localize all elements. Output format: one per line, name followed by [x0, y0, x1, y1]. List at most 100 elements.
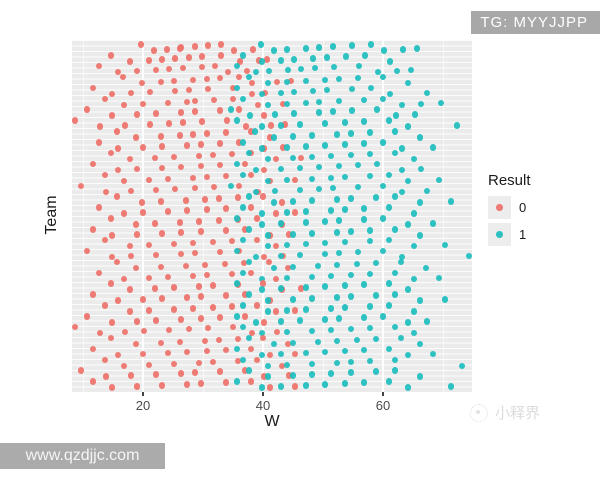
- data-point: [290, 88, 298, 96]
- data-point: [283, 100, 291, 108]
- data-point: [279, 144, 287, 151]
- data-point: [277, 383, 285, 390]
- data-point: [283, 361, 291, 368]
- data-point: [360, 314, 368, 321]
- data-point: [165, 326, 173, 334]
- legend-label: 0: [519, 200, 527, 215]
- data-point: [410, 275, 418, 283]
- data-point: [360, 216, 368, 223]
- data-point: [341, 238, 349, 246]
- data-point: [182, 262, 190, 270]
- data-point: [145, 307, 153, 314]
- data-point: [410, 308, 418, 315]
- data-point: [315, 44, 323, 51]
- data-point: [209, 282, 217, 289]
- data-point: [347, 151, 355, 159]
- data-point: [114, 297, 122, 304]
- data-point: [398, 188, 406, 196]
- data-point: [191, 108, 199, 115]
- data-point: [291, 383, 299, 390]
- data-point: [279, 100, 287, 108]
- data-point: [151, 154, 159, 162]
- data-point: [308, 360, 316, 367]
- data-point: [183, 294, 191, 301]
- data-point: [347, 228, 355, 235]
- data-point: [239, 204, 247, 211]
- data-point: [126, 155, 134, 163]
- data-point: [113, 193, 121, 200]
- data-point: [360, 346, 368, 354]
- data-point: [335, 75, 343, 83]
- data-point: [315, 98, 323, 106]
- data-point: [145, 241, 153, 249]
- data-point: [296, 164, 304, 172]
- data-point: [96, 329, 104, 337]
- data-point: [283, 274, 291, 282]
- data-point: [327, 272, 335, 280]
- data-point: [385, 302, 393, 309]
- data-point: [189, 174, 197, 182]
- data-point: [191, 369, 199, 376]
- data-point: [152, 317, 160, 324]
- data-point: [330, 63, 338, 71]
- data-point: [385, 236, 393, 244]
- data-point: [393, 67, 401, 75]
- data-point: [177, 370, 185, 377]
- data-point: [264, 373, 272, 380]
- data-point: [170, 306, 178, 313]
- data-point: [404, 79, 412, 87]
- data-point: [259, 193, 267, 200]
- data-point: [289, 231, 297, 238]
- legend-label: 1: [519, 227, 527, 242]
- data-point: [222, 292, 230, 299]
- data-point: [309, 87, 317, 95]
- data-point: [416, 297, 424, 304]
- data-point: [217, 52, 225, 59]
- data-point: [302, 77, 310, 85]
- data-point: [233, 280, 241, 287]
- x-tick-label: 60: [375, 398, 391, 413]
- data-point: [201, 196, 209, 203]
- data-point: [366, 270, 374, 278]
- data-point: [404, 351, 412, 359]
- data-point: [270, 199, 278, 206]
- data-point: [245, 334, 253, 342]
- data-point: [239, 323, 247, 331]
- data-point: [296, 186, 304, 194]
- data-point: [308, 153, 316, 161]
- data-point: [404, 286, 412, 293]
- data-point: [164, 349, 172, 357]
- data-point: [264, 232, 272, 239]
- data-point: [189, 239, 197, 247]
- data-point: [152, 66, 160, 74]
- data-point: [435, 176, 443, 184]
- data-point: [429, 220, 437, 227]
- data-point: [197, 293, 205, 300]
- data-point: [108, 253, 116, 261]
- data-point: [157, 263, 165, 271]
- data-point: [197, 380, 205, 387]
- data-point: [215, 217, 223, 224]
- data-point: [260, 253, 268, 261]
- data-point: [179, 119, 187, 126]
- data-point: [333, 359, 341, 366]
- data-point: [329, 184, 337, 192]
- data-point: [89, 345, 97, 353]
- legend-item-1: 1: [488, 223, 592, 246]
- data-point: [222, 379, 230, 386]
- data-point: [89, 226, 97, 233]
- data-point: [374, 68, 382, 76]
- data-point: [195, 283, 203, 290]
- data-point: [391, 367, 399, 374]
- data-point: [273, 78, 281, 86]
- data-point: [191, 249, 199, 257]
- data-point: [71, 323, 79, 331]
- data-point: [264, 242, 272, 250]
- data-point: [139, 209, 147, 216]
- data-point: [277, 57, 285, 64]
- data-point: [327, 305, 335, 312]
- data-point: [157, 78, 165, 86]
- data-point: [423, 318, 431, 325]
- data-point: [289, 372, 297, 379]
- x-axis-title: W: [264, 413, 280, 430]
